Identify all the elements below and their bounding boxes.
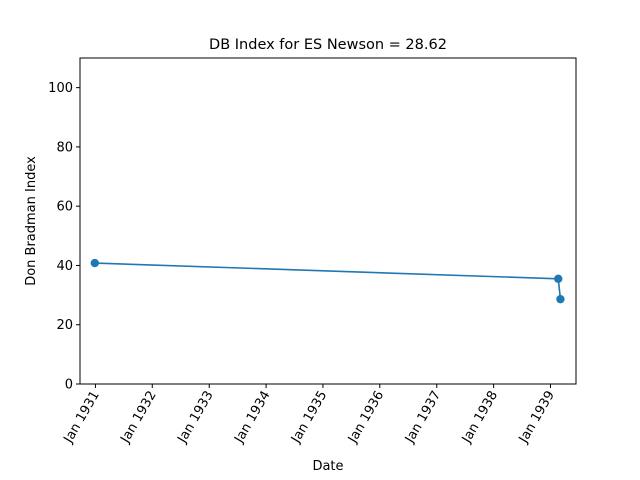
data-point bbox=[556, 294, 565, 304]
plot-area bbox=[90, 258, 565, 304]
plot-frame bbox=[79, 57, 577, 385]
y-axis-label: Don Bradman Index bbox=[24, 156, 39, 286]
y-tick-label: 0 bbox=[65, 378, 73, 393]
y-tick-label: 40 bbox=[56, 259, 73, 274]
y-tick-label: 20 bbox=[56, 318, 73, 333]
chart-title: DB Index for ES Newson = 28.62 bbox=[209, 37, 447, 53]
data-point bbox=[90, 258, 99, 268]
y-tick-label: 100 bbox=[48, 81, 73, 96]
x-axis-label: Date bbox=[312, 459, 343, 474]
y-tick-label: 80 bbox=[56, 140, 73, 155]
y-tick-label: 60 bbox=[56, 200, 73, 215]
y-axis: 0 20 40 60 80 100 bbox=[48, 81, 80, 393]
data-point bbox=[554, 274, 563, 283]
